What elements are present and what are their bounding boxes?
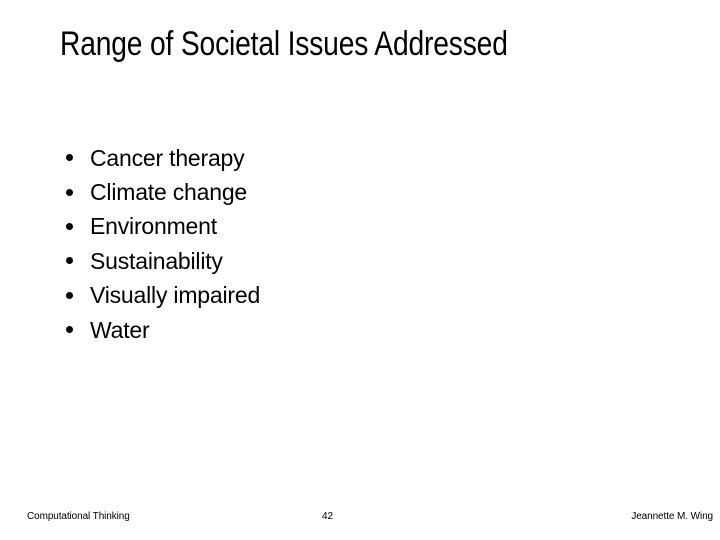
bullet-list: Cancer therapy Climate change Environmen… <box>60 141 260 347</box>
list-item: Cancer therapy <box>60 141 260 175</box>
list-item: Water <box>60 313 260 347</box>
slide-page-number: 42 <box>322 511 333 522</box>
bullet-label: Visually impaired <box>90 282 261 309</box>
list-item: Climate change <box>60 175 260 209</box>
footer-author-name: Jeannette M. Wing <box>631 511 713 522</box>
bullet-label: Environment <box>90 213 217 240</box>
list-item: Environment <box>60 210 260 244</box>
bullet-label: Climate change <box>90 179 248 206</box>
bullet-icon <box>66 257 73 265</box>
bullet-icon <box>66 291 73 299</box>
bullet-label: Sustainability <box>90 247 223 274</box>
slide-title: Range of Societal Issues Addressed <box>60 25 508 63</box>
bullet-icon <box>66 222 73 230</box>
list-item: Visually impaired <box>60 279 260 313</box>
list-item: Sustainability <box>60 244 260 278</box>
bullet-label: Cancer therapy <box>90 144 245 171</box>
bullet-icon <box>66 188 73 196</box>
bullet-label: Water <box>90 316 150 343</box>
footer-presentation-title: Computational Thinking <box>27 511 130 522</box>
bullet-icon <box>66 326 73 334</box>
bullet-icon <box>66 154 73 162</box>
